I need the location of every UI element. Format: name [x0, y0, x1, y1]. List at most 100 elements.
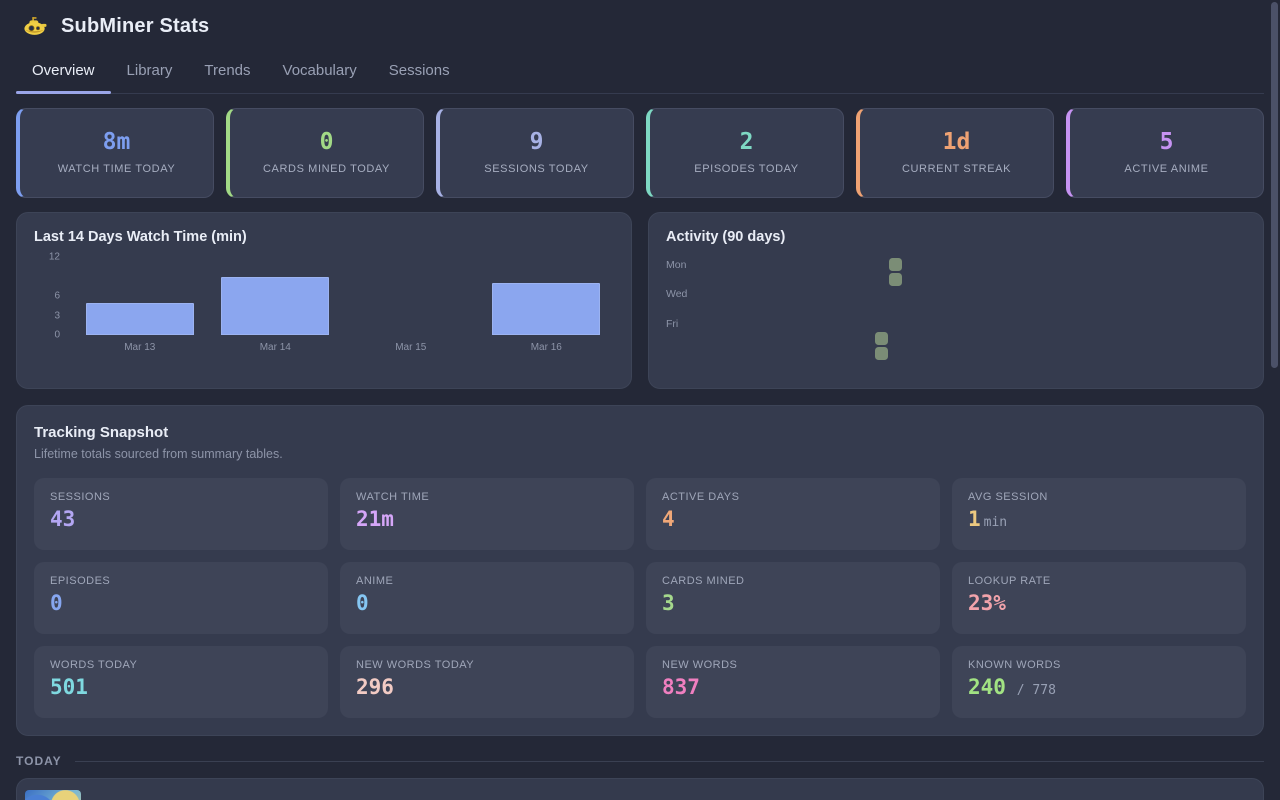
submarine-icon — [24, 16, 47, 37]
stat-label: SESSIONS TODAY — [484, 163, 589, 175]
stat-card: 0 CARDS MINED TODAY — [226, 108, 424, 198]
today-divider — [74, 760, 1264, 762]
stat-card: 5 ACTIVE ANIME — [1066, 108, 1264, 198]
stat-value: 1d — [942, 129, 971, 155]
tab[interactable]: Vocabulary — [267, 53, 373, 93]
tab[interactable]: Trends — [188, 53, 266, 93]
bar — [221, 276, 330, 335]
x-tick-label: Mar 13 — [124, 342, 156, 353]
bar-slot — [479, 257, 615, 335]
tracking-tile: KNOWN WORDS 240 / 778 — [952, 646, 1246, 718]
tile-number: 43 — [50, 507, 76, 531]
y-tick-label: 3 — [54, 310, 60, 321]
heatmap-active-cell — [874, 332, 888, 345]
heatmap-active-cell — [874, 346, 888, 360]
tab-bar: Overview Library Trends Vocabulary Sessi… — [16, 53, 1264, 94]
heatmap-day-label: Wed — [666, 288, 688, 301]
stat-value: 9 — [529, 129, 544, 155]
tracking-subtitle: Lifetime totals sourced from summary tab… — [34, 447, 283, 461]
tile-number: 4 — [662, 507, 675, 531]
tile-number: 1 — [968, 507, 981, 531]
tab-label: Trends — [204, 62, 251, 79]
stat-value: 8m — [102, 129, 131, 155]
tile-label: CARDS MINED — [662, 575, 745, 587]
heatmap-title: Activity (90 days) — [666, 229, 786, 245]
bar-slot — [208, 257, 344, 335]
tile-label: ACTIVE DAYS — [662, 491, 740, 503]
heatmap-active-cell — [889, 258, 903, 271]
tile-label: LOOKUP RATE — [968, 575, 1051, 587]
tracking-tile: WORDS TODAY 501 — [34, 646, 328, 718]
tile-value: 837 — [662, 677, 924, 698]
tracking-tile: ACTIVE DAYS 4 — [646, 478, 940, 550]
tile-value: 0 — [356, 593, 618, 614]
tab[interactable]: Overview — [16, 53, 111, 94]
tile-value: 501 — [50, 677, 312, 698]
tracking-tile: CARDS MINED 3 — [646, 562, 940, 634]
tracking-snapshot-panel: Tracking Snapshot Lifetime totals source… — [16, 405, 1264, 736]
stat-card: 8m WATCH TIME TODAY — [16, 108, 214, 198]
heatmap-active-cell — [889, 272, 903, 286]
today-section-header: TODAY — [16, 754, 1264, 768]
stat-label: EPISODES TODAY — [694, 163, 799, 175]
stat-label: WATCH TIME TODAY — [57, 163, 176, 175]
tile-label: AVG SESSION — [968, 491, 1048, 503]
plot-area: Mar 13 Mar 14 Mar 15 Mar 16 — [72, 257, 614, 353]
tab[interactable]: Library — [111, 53, 189, 93]
heatmap-day-label: Fri — [666, 317, 679, 330]
tile-number: 0 — [356, 591, 369, 615]
tile-number: 240 — [968, 675, 1006, 699]
tile-suffix: / 778 — [1008, 683, 1056, 698]
tile-value: 43 — [50, 509, 312, 530]
bar-chart: 12 6 3 0 Mar 13 Mar 14 Mar 15 Mar 16 — [34, 252, 614, 353]
tab[interactable]: Sessions — [373, 53, 466, 93]
heatmap-day-label: Mon — [666, 258, 687, 271]
chart-title: Last 14 Days Watch Time (min) — [34, 229, 247, 245]
charts-row: Last 14 Days Watch Time (min) 12 6 3 0 Mar … — [16, 212, 1264, 389]
x-tick-label: Mar 15 — [395, 342, 427, 353]
bar-slot — [343, 257, 479, 335]
tile-label: SESSIONS — [50, 491, 111, 503]
tile-suffix: min — [983, 515, 1008, 530]
tracking-tile: LOOKUP RATE 23% — [952, 562, 1246, 634]
tab-label: Overview — [32, 62, 95, 79]
tile-number: 21m — [356, 507, 394, 531]
y-tick-label: 0 — [54, 329, 60, 341]
tile-number: 23% — [968, 591, 1006, 615]
tile-value: 4 — [662, 509, 924, 530]
tile-label: NEW WORDS — [662, 659, 738, 671]
anime-thumbnail — [25, 790, 81, 800]
x-tick-label: Mar 14 — [259, 342, 291, 353]
tile-label: KNOWN WORDS — [968, 659, 1061, 671]
tab-label: Vocabulary — [282, 62, 357, 79]
today-session-card[interactable] — [16, 778, 1264, 800]
tracking-title: Tracking Snapshot — [34, 424, 169, 441]
tracking-tile: EPISODES 0 — [34, 562, 328, 634]
y-axis: 12 6 3 0 — [34, 252, 64, 341]
tracking-tile-grid: SESSIONS 43 WATCH TIME 21m ACTIVE DAYS — [34, 478, 1246, 718]
stat-card: 1d CURRENT STREAK — [856, 108, 1054, 198]
tile-label: WATCH TIME — [356, 491, 430, 503]
bar — [85, 302, 194, 335]
tile-value: 0 — [50, 593, 312, 614]
stat-label: ACTIVE ANIME — [1124, 163, 1209, 175]
tracking-tile: AVG SESSION 1 min — [952, 478, 1246, 550]
tile-value: 1 min — [968, 509, 1230, 530]
tracking-tile: NEW WORDS TODAY 296 — [340, 646, 634, 718]
activity-heatmap: Mon Wed Fri — [666, 258, 1246, 362]
tile-value: 3 — [662, 593, 924, 614]
stat-label: CURRENT STREAK — [901, 163, 1012, 175]
tile-value: 21m — [356, 509, 618, 530]
tile-number: 0 — [50, 591, 63, 615]
tile-number: 501 — [50, 675, 88, 699]
tile-value: 23% — [968, 593, 1230, 614]
app-header: SubMiner Stats — [16, 0, 1264, 38]
activity-heatmap-panel: Activity (90 days) Mon Wed Fri — [648, 212, 1264, 389]
stat-label: CARDS MINED TODAY — [263, 163, 390, 175]
stat-card-row: 8m WATCH TIME TODAY 0 CARDS MINED TODAY … — [16, 108, 1264, 198]
stat-card: 2 EPISODES TODAY — [646, 108, 844, 198]
tab-label: Sessions — [388, 62, 450, 79]
tracking-tile: ANIME 0 — [340, 562, 634, 634]
scrollbar-thumb[interactable] — [1271, 2, 1278, 368]
